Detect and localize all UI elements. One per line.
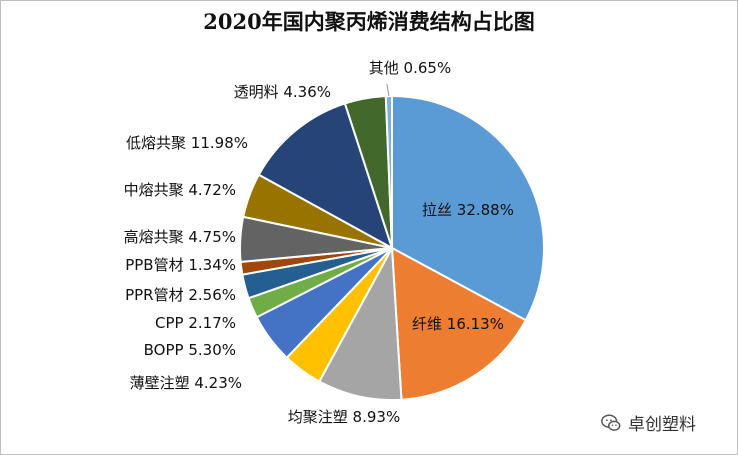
pie-slices [239,94,545,402]
data-label-2: 纤维 16.13% [412,315,504,333]
pie-slice-3 [317,244,403,402]
pie-slice-1 [391,94,545,322]
data-label-5: BOPP 5.30% [144,341,236,359]
chart-title: 2020年国内聚丙烯消费结构占比图 [203,9,535,34]
data-label-11: 低熔共聚 11.98% [126,134,248,152]
pie-slice-2 [390,246,528,401]
wechat-icon [601,413,621,431]
data-label-7: PPR管材 2.56% [125,286,236,304]
data-label-1: 拉丝 32.88% [422,201,514,219]
data-label-10: 中熔共聚 4.72% [124,181,236,199]
pie-slice-11 [257,102,394,251]
data-label-13: 其他 0.65% [369,59,451,77]
data-label-8: PPB管材 1.34% [125,256,236,274]
data-label-6: CPP 2.17% [155,314,236,332]
data-label-9: 高熔共聚 4.75% [124,228,236,246]
data-label-12: 透明料 4.36% [234,83,331,101]
data-label-4: 薄壁注塑 4.23% [130,374,242,392]
watermark: 卓创塑料 [600,410,696,435]
pie-slice-13 [384,94,393,249]
watermark-text: 卓创塑料 [628,415,696,435]
data-label-3: 均聚注塑 8.93% [288,408,400,426]
leader-line-other [386,83,390,97]
